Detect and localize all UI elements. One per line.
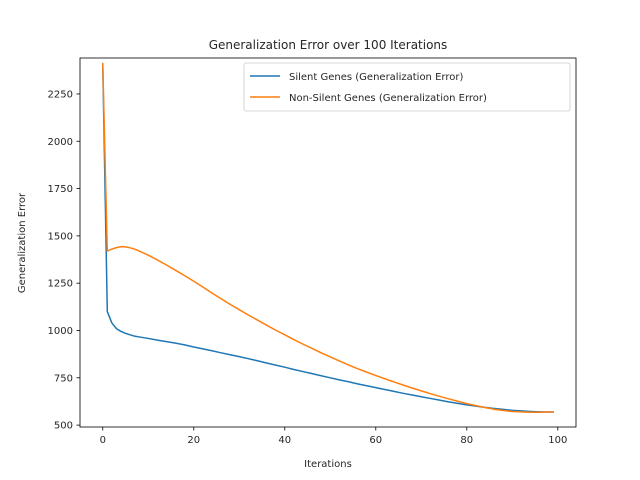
y-tick-label-1: 750 [54,373,73,384]
x-tick-label-3: 60 [369,435,382,446]
y-tick-label-5: 1750 [48,184,73,195]
legend-label-0: Silent Genes (Generalization Error) [289,72,463,83]
series-layer [101,62,554,413]
axes-layer: 0 20 40 60 80 100 500 750 1000 1250 1500 1750 2000 22… [48,57,577,446]
x-tick-label-2: 40 [278,435,291,446]
x-tick-label-4: 80 [460,435,473,446]
y-tick-label-0: 500 [54,421,73,432]
y-axis-label: Generalization Error [17,192,28,293]
legend-box [243,62,571,112]
x-axis-label: Iterations [304,459,352,470]
chart-title: Generalization Error over 100 Iterations [209,38,448,52]
y-tick-label-4: 1500 [48,231,73,242]
y-tick-label-6: 2000 [48,137,73,148]
legend: Silent Genes (Generalization Error) Non-S… [243,62,571,112]
x-tick-label-0: 0 [100,435,106,446]
y-tick-label-2: 1000 [48,326,73,337]
plot-frame [79,57,577,428]
legend-label-1: Non-Silent Genes (Generalization Error) [289,93,487,104]
x-tick-label-1: 20 [187,435,200,446]
y-tick-label-7: 2250 [48,89,73,100]
x-tick-label-5: 100 [548,435,567,446]
series-line-1 [101,62,554,413]
y-tick-label-3: 1250 [48,279,73,290]
